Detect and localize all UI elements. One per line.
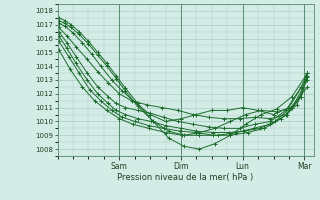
X-axis label: Pression niveau de la mer( hPa ): Pression niveau de la mer( hPa ) [117, 173, 254, 182]
